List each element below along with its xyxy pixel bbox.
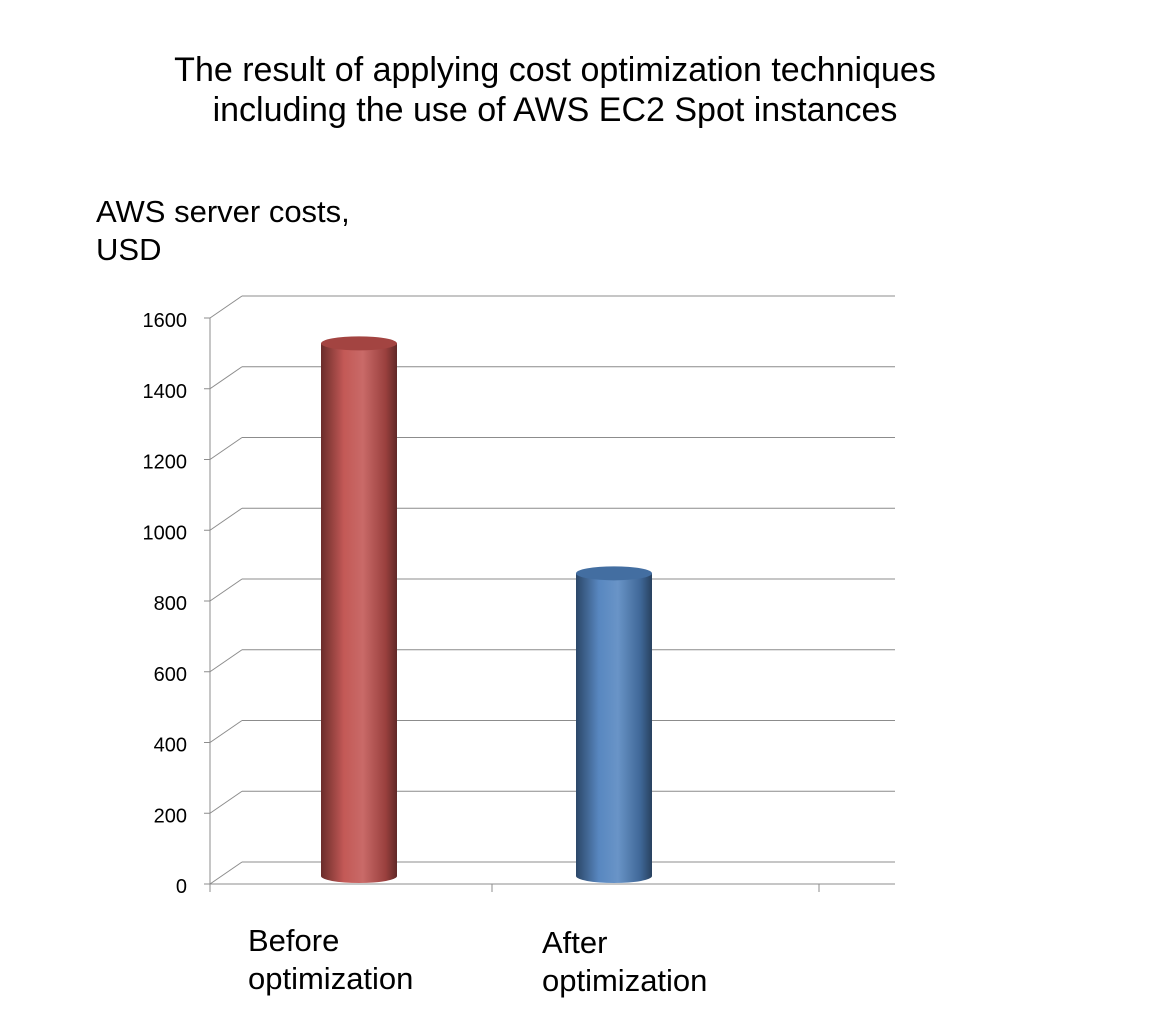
category-label-after-line-1: After <box>542 925 608 960</box>
category-label-after: After optimization <box>542 924 707 1000</box>
category-label-before-line-2: optimization <box>248 961 414 996</box>
bar-body <box>321 343 397 883</box>
y-tick-label: 400 <box>154 735 187 757</box>
gridline-side <box>209 366 243 390</box>
y-tick-label: 0 <box>176 876 187 898</box>
gridline-side <box>209 720 243 743</box>
bar-top <box>321 336 397 351</box>
category-label-before-line-1: Before <box>248 923 340 958</box>
bar-top <box>576 566 652 581</box>
y-tick-label: 1000 <box>143 522 188 544</box>
y-tick-label: 800 <box>154 593 187 615</box>
y-tick-label: 1600 <box>143 310 188 332</box>
gridline-side <box>209 295 243 319</box>
category-label-before: Before optimization <box>248 922 413 998</box>
y-tick-label: 1200 <box>143 452 188 474</box>
y-tick-label: 1400 <box>143 381 188 403</box>
gridline-side <box>209 507 243 531</box>
chart-title-line-1: The result of applying cost optimization… <box>174 51 936 89</box>
gridline-side <box>209 790 243 814</box>
category-label-after-line-2: optimization <box>542 963 708 998</box>
y-tick-label: 200 <box>154 805 187 827</box>
bar-body <box>576 573 652 883</box>
gridline-side <box>209 861 243 885</box>
bar-after <box>576 566 652 883</box>
y-tick-label: 600 <box>154 664 187 686</box>
y-axis-label: AWS server costs, USD <box>96 193 350 269</box>
gridline-side <box>209 437 243 460</box>
gridline-side <box>209 649 243 673</box>
bar-before <box>321 336 397 883</box>
chart-title-line-2: including the use of AWS EC2 Spot instan… <box>212 91 898 129</box>
gridline-side <box>209 578 243 602</box>
chart-title: The result of applying cost optimization… <box>0 50 1110 130</box>
y-axis-label-line-1: AWS server costs, <box>96 194 350 229</box>
y-axis-label-line-2: USD <box>96 232 162 267</box>
